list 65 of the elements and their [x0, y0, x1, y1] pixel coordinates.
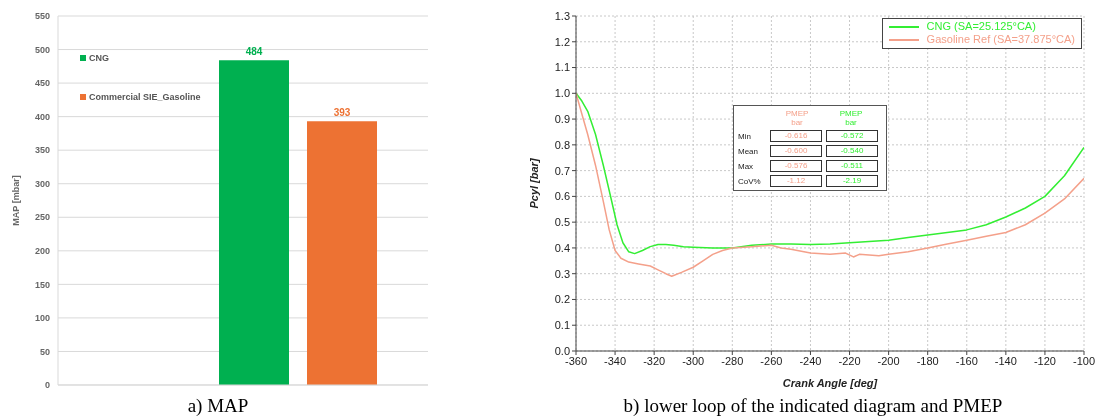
x-tick-label: -180 [916, 354, 939, 367]
x-tick-label: -340 [604, 354, 627, 367]
x-tick-label: -240 [799, 354, 822, 367]
y-tick-label: 0.0 [554, 344, 570, 357]
x-tick-label: -200 [877, 354, 900, 367]
x-tick-label: -300 [682, 354, 705, 367]
annotation: Min [738, 131, 752, 141]
x-tick-label: -100 [1072, 354, 1096, 367]
y-tick-label: 0.7 [554, 164, 570, 177]
annotation: Max [738, 161, 755, 171]
y-tick-label: 50 [39, 346, 50, 357]
x-tick-label: -220 [838, 354, 861, 367]
y-axis-title: MAP [mbar] [11, 175, 22, 226]
y-tick-label: 0.1 [554, 319, 570, 332]
text: b) lower loop of the indicated diagram and PMEP [622, 395, 1004, 417]
x-tick-label: -160 [955, 354, 978, 367]
y-tick-label: 450 [34, 78, 50, 89]
y-tick-label: 250 [34, 212, 50, 223]
annotation: Mean [738, 146, 759, 156]
annotation: -0.540 [826, 145, 878, 157]
y-tick-label: 200 [34, 246, 50, 257]
legend-label: Commercial SIE_Gasoline [88, 92, 201, 102]
annotation: -0.511 [826, 160, 878, 172]
y-tick-label: 100 [34, 313, 50, 324]
x-tick-label: -320 [643, 354, 666, 367]
y-tick-label: 550 [34, 11, 50, 22]
y-axis-title: Pcyl [bar] [527, 158, 540, 209]
annotation: -1.12 [770, 175, 822, 187]
annotation: -0.572 [826, 130, 878, 142]
y-tick-label: 0.4 [554, 241, 570, 254]
annotation: -2.19 [826, 175, 878, 187]
y-tick-label: 1.3 [554, 9, 570, 22]
y-tick-label: 0.3 [554, 267, 570, 280]
annotation: -0.616 [770, 130, 822, 142]
y-tick-label: 1.1 [554, 61, 570, 74]
y-tick-label: 500 [34, 44, 50, 55]
annotation: PMEP bar [784, 109, 810, 127]
y-tick-label: 1.0 [554, 87, 570, 100]
annotation: PMEP bar [838, 109, 864, 127]
y-tick-label: 150 [34, 279, 50, 290]
y-tick-label: 0 [44, 380, 50, 391]
y-tick-label: 0.9 [554, 112, 570, 125]
legend-label: Gasoline Ref (SA=37.875°CA) [925, 33, 1075, 46]
y-tick-label: 400 [34, 111, 50, 122]
data-label: 393 [333, 107, 351, 119]
annotation: CoV% [738, 176, 762, 186]
y-tick-label: 0.2 [554, 293, 570, 306]
x-tick-label: -140 [994, 354, 1017, 367]
y-tick-label: 0.8 [554, 138, 570, 151]
annotation: -0.576 [770, 160, 822, 172]
annotation: -0.600 [770, 145, 822, 157]
x-tick-label: -360 [564, 354, 588, 367]
data-label: 484 [245, 46, 263, 58]
x-axis-title: Crank Angle [deg] [782, 377, 878, 389]
y-tick-label: 1.2 [554, 35, 570, 48]
y-tick-label: 0.6 [554, 190, 570, 203]
x-tick-label: -120 [1033, 354, 1056, 367]
x-tick-label: -280 [721, 354, 744, 367]
legend-label: CNG [88, 53, 109, 63]
y-tick-label: 350 [34, 145, 50, 156]
text: a) MAP [186, 395, 250, 417]
y-tick-label: 300 [34, 178, 50, 189]
legend-label: CNG (SA=25.125°CA) [925, 20, 1037, 33]
x-tick-label: -260 [760, 354, 783, 367]
y-tick-label: 0.5 [554, 216, 570, 229]
